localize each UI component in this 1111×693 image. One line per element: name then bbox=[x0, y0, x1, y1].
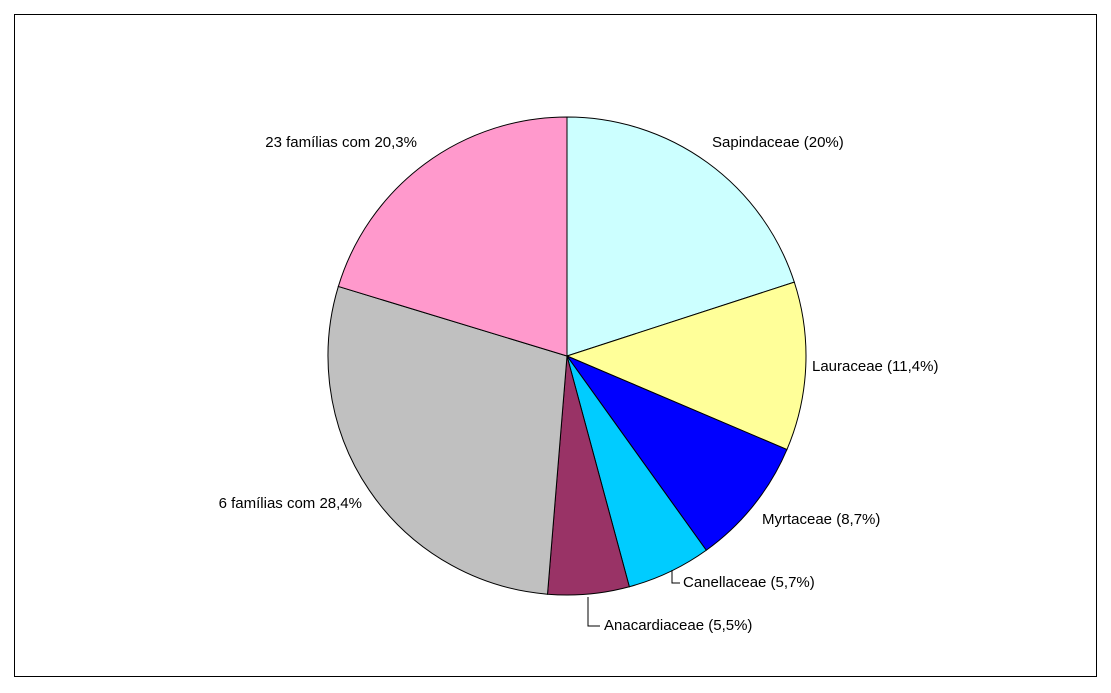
slice-label: Lauraceae (11,4%) bbox=[812, 358, 938, 375]
slice-label: Sapindaceae (20%) bbox=[712, 134, 844, 151]
pie-slice bbox=[565, 281, 807, 451]
leader-line bbox=[587, 597, 600, 627]
slice-label: Myrtaceae (8,7%) bbox=[762, 511, 880, 528]
slice-label: Canellaceae (5,7%) bbox=[683, 574, 815, 591]
leader-line bbox=[671, 570, 680, 584]
slice-label: 23 famílias com 20,3% bbox=[265, 134, 417, 151]
pie-slice bbox=[337, 116, 568, 357]
slice-label: Anacardiaceae (5,5%) bbox=[604, 617, 752, 634]
pie-slice bbox=[565, 354, 788, 551]
pie-slice bbox=[566, 116, 795, 357]
slice-label: 6 famílias com 28,4% bbox=[219, 495, 362, 512]
pie-slice bbox=[327, 285, 568, 595]
